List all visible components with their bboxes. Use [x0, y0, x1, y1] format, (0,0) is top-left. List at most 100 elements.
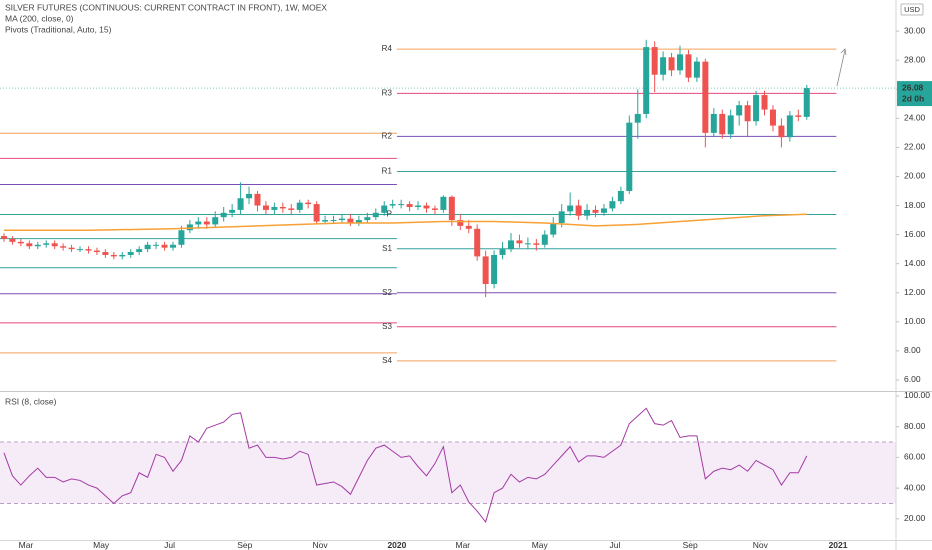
candle-body	[600, 208, 607, 213]
candle-body	[254, 193, 261, 206]
candle-body	[34, 244, 41, 247]
last-price-box	[897, 81, 932, 107]
candle-body	[178, 230, 185, 245]
candle-body	[592, 209, 599, 213]
candle-body	[677, 54, 684, 71]
candle-body	[153, 244, 160, 246]
y-tick-label: 30.00	[904, 25, 926, 35]
candle-body	[710, 113, 717, 133]
symbol-title: SILVER FUTURES (CONTINUOUS: CURRENT CONT…	[5, 2, 327, 12]
x-tick-label: Mar	[456, 540, 471, 550]
x-tick-label: Sep	[237, 540, 252, 550]
rsi-line	[3, 407, 808, 523]
y-tick-label: 28.00	[904, 54, 926, 64]
candle-body	[584, 209, 591, 216]
candle-body	[499, 249, 506, 255]
y-tick-label: 6.00	[904, 374, 921, 384]
candle-body	[271, 206, 278, 210]
x-tick-label: Jul	[610, 540, 621, 550]
candle-body	[415, 205, 422, 207]
candle-body	[744, 105, 751, 122]
candle-body	[220, 212, 227, 218]
candle-body	[693, 61, 700, 78]
candle-body	[389, 204, 396, 206]
candle-body	[440, 196, 447, 210]
candle-body	[685, 54, 692, 78]
countdown-label: 2d 0h	[902, 93, 924, 103]
x-tick-label: Jul	[164, 540, 175, 550]
pivot-label: P	[387, 210, 392, 219]
candle-body	[803, 88, 810, 117]
y-tick-label: 14.00	[904, 258, 926, 268]
pivot-label: S1	[382, 244, 392, 253]
x-tick-label: May	[532, 540, 549, 550]
y-tick-label: 10.00	[904, 316, 926, 326]
rsi-legend: RSI (8, close)	[5, 396, 57, 406]
candle-body	[127, 252, 134, 255]
y-tick-label: 20.00	[904, 171, 926, 181]
candle-body	[51, 243, 58, 247]
candle-body	[668, 57, 675, 71]
y-tick-label: 12.00	[904, 287, 926, 297]
pivot-label: R1	[382, 167, 393, 176]
y-tick-label: 80.00	[904, 421, 926, 431]
candle-body	[567, 205, 574, 212]
candle-body	[609, 201, 616, 209]
y-tick-label: 20.00	[904, 513, 926, 523]
x-tick-label: 2020	[387, 540, 406, 550]
candle-body	[795, 115, 802, 117]
x-tick-label: Sep	[683, 540, 698, 550]
candle-body	[17, 241, 24, 244]
candle-body	[186, 224, 193, 231]
candle-body	[136, 249, 143, 253]
candle-body	[330, 220, 337, 222]
candle-body	[102, 252, 109, 255]
candle-body	[203, 221, 210, 225]
candle-body	[144, 244, 151, 250]
candle-body	[769, 109, 776, 126]
candle-body	[372, 212, 379, 218]
candle-body	[465, 225, 472, 229]
candle-body	[305, 202, 312, 205]
pivot-label: S2	[382, 288, 392, 297]
y-tick-label: 18.00	[904, 200, 926, 210]
candle-body	[93, 250, 100, 253]
candle-body	[702, 61, 709, 133]
candle-body	[279, 206, 286, 209]
pivot-label: R3	[382, 88, 393, 97]
pivots-legend: Pivots (Traditional, Auto, 15)	[5, 24, 112, 34]
candle-body	[558, 211, 565, 223]
moving-average	[3, 213, 807, 231]
candle-body	[262, 205, 269, 210]
candle-body	[651, 47, 658, 75]
candle-body	[736, 105, 743, 116]
candle-body	[617, 190, 624, 202]
candle-body	[516, 240, 523, 244]
candle-body	[457, 220, 464, 226]
y-tick-label: 60.00	[904, 452, 926, 462]
x-tick-label: 2021	[829, 540, 848, 550]
y-tick-label: 40.00	[904, 482, 926, 492]
currency-box	[900, 3, 924, 16]
pivot-label: S3	[382, 322, 392, 331]
candle-body	[347, 218, 354, 223]
candle-body	[364, 217, 371, 221]
currency: USD	[904, 5, 920, 14]
candle-body	[398, 204, 405, 206]
candle-body	[482, 256, 489, 285]
candle-body	[727, 115, 734, 135]
candle-body	[474, 228, 481, 257]
y-tick-label: 24.00	[904, 113, 926, 123]
candle-body	[761, 95, 768, 110]
x-tick-label: Nov	[312, 540, 328, 550]
pivot-label: R2	[382, 131, 393, 140]
candle-body	[406, 204, 413, 207]
candle-body	[448, 196, 455, 221]
last-price-label: 26.08	[902, 82, 924, 92]
candle-body	[296, 202, 303, 210]
candle-body	[575, 205, 582, 216]
y-tick-label: 100.00	[904, 390, 930, 400]
y-tick-label: 8.00	[904, 345, 921, 355]
candle-body	[9, 238, 16, 242]
candle-body	[507, 240, 514, 250]
